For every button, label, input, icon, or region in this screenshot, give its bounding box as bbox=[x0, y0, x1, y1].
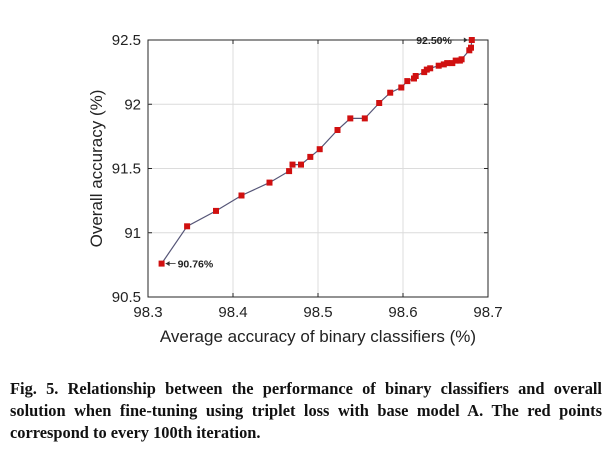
x-tick-label: 98.3 bbox=[133, 304, 162, 321]
data-point bbox=[286, 168, 293, 175]
annotation-arrowhead bbox=[165, 261, 170, 267]
x-tick-label: 98.4 bbox=[218, 304, 247, 321]
data-point bbox=[298, 161, 304, 168]
data-point bbox=[347, 115, 354, 122]
data-point bbox=[376, 100, 383, 106]
data-point bbox=[316, 146, 323, 153]
x-ticks: 98.3 98.4 98.5 98.6 98.7 bbox=[133, 40, 503, 321]
data-point bbox=[444, 60, 451, 67]
data-point bbox=[266, 179, 273, 186]
data-point bbox=[468, 44, 474, 51]
data-point bbox=[468, 37, 475, 43]
y-axis-label: Overall accuracy (%) bbox=[87, 90, 106, 248]
figure-caption: Fig. 5. Relationship between the perform… bbox=[10, 379, 602, 442]
x-tick-label: 98.6 bbox=[388, 304, 417, 321]
data-point bbox=[238, 192, 245, 199]
y-tick-label: 90.5 bbox=[112, 289, 141, 306]
data-point bbox=[398, 84, 405, 91]
data-point bbox=[423, 66, 430, 73]
chart-figure: 98.3 98.4 98.5 98.6 98.7 90.5 91 91.5 92 92.5 90… bbox=[87, 32, 503, 346]
data-point bbox=[158, 260, 165, 267]
y-ticks: 90.5 91 91.5 92 92.5 bbox=[112, 32, 488, 306]
data-point bbox=[361, 115, 368, 122]
data-point bbox=[387, 89, 394, 96]
data-point bbox=[213, 207, 219, 214]
y-tick-label: 91 bbox=[124, 225, 141, 242]
grid-lines bbox=[148, 40, 488, 297]
data-point bbox=[427, 65, 434, 72]
data-point bbox=[307, 153, 314, 160]
y-tick-label: 91.5 bbox=[112, 161, 141, 178]
annotations: 90.76% 92.50% bbox=[165, 35, 468, 271]
data-point bbox=[452, 57, 459, 64]
x-tick-label: 98.5 bbox=[303, 304, 332, 321]
data-point bbox=[404, 78, 411, 85]
series-markers bbox=[158, 37, 475, 267]
data-point bbox=[449, 60, 456, 67]
data-point bbox=[435, 62, 442, 69]
y-tick-label: 92 bbox=[124, 96, 141, 113]
data-point bbox=[440, 61, 447, 68]
x-axis-label: Average accuracy of binary classifiers (… bbox=[160, 327, 476, 346]
data-point bbox=[289, 161, 296, 168]
y-tick-label: 92.5 bbox=[112, 32, 141, 49]
data-point bbox=[458, 56, 465, 63]
data-point bbox=[334, 127, 341, 133]
data-point bbox=[412, 73, 419, 79]
x-tick-label: 98.7 bbox=[473, 304, 502, 321]
annotation-label: 90.76% bbox=[178, 259, 214, 271]
annotation-arrowhead bbox=[463, 37, 468, 43]
data-point bbox=[184, 223, 191, 230]
annotation-label: 92.50% bbox=[416, 35, 452, 47]
